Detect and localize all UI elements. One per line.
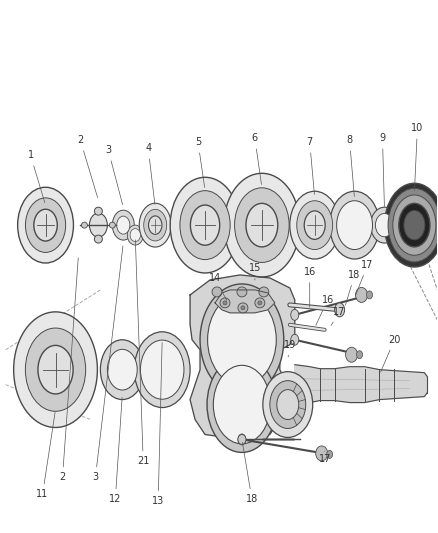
Circle shape: [95, 235, 102, 243]
Ellipse shape: [207, 357, 277, 453]
Text: 16: 16: [304, 267, 316, 307]
Ellipse shape: [200, 284, 284, 395]
Ellipse shape: [25, 328, 86, 411]
Text: 2: 2: [60, 258, 78, 482]
Ellipse shape: [371, 207, 399, 243]
Ellipse shape: [107, 349, 137, 390]
Text: 4: 4: [145, 143, 155, 205]
Ellipse shape: [388, 188, 438, 262]
Text: 16: 16: [316, 295, 334, 325]
Ellipse shape: [130, 229, 141, 241]
Ellipse shape: [270, 381, 306, 429]
Ellipse shape: [367, 291, 372, 299]
Ellipse shape: [148, 216, 162, 235]
Circle shape: [81, 222, 88, 228]
Ellipse shape: [14, 312, 97, 427]
Polygon shape: [190, 275, 295, 439]
Ellipse shape: [327, 450, 332, 458]
Ellipse shape: [224, 173, 300, 277]
Ellipse shape: [316, 446, 328, 461]
Ellipse shape: [100, 340, 144, 400]
Ellipse shape: [277, 390, 299, 419]
Text: 17: 17: [331, 307, 346, 326]
Circle shape: [95, 207, 102, 215]
Ellipse shape: [346, 347, 357, 362]
Text: 6: 6: [252, 133, 261, 184]
Ellipse shape: [89, 213, 107, 237]
Ellipse shape: [18, 187, 74, 263]
Ellipse shape: [335, 303, 345, 317]
Ellipse shape: [139, 203, 171, 247]
Text: 17: 17: [318, 451, 331, 464]
Text: 14: 14: [209, 273, 227, 301]
Ellipse shape: [34, 209, 57, 241]
Circle shape: [223, 301, 227, 305]
Ellipse shape: [337, 201, 372, 249]
Text: 20: 20: [381, 335, 401, 372]
Circle shape: [258, 301, 262, 305]
Ellipse shape: [180, 191, 230, 260]
Text: 17: 17: [356, 260, 374, 295]
Ellipse shape: [141, 340, 184, 399]
Ellipse shape: [263, 372, 313, 438]
Ellipse shape: [330, 191, 379, 259]
Polygon shape: [295, 365, 427, 405]
Ellipse shape: [291, 309, 299, 320]
Ellipse shape: [134, 332, 190, 408]
Ellipse shape: [117, 216, 130, 234]
Circle shape: [238, 303, 248, 313]
Ellipse shape: [213, 365, 271, 444]
Text: 1: 1: [28, 150, 45, 203]
Text: 13: 13: [152, 343, 164, 506]
Ellipse shape: [404, 211, 425, 240]
Ellipse shape: [38, 345, 73, 394]
Ellipse shape: [357, 351, 363, 359]
Text: 18: 18: [242, 442, 258, 504]
Circle shape: [259, 287, 269, 297]
Ellipse shape: [112, 210, 134, 240]
Text: 12: 12: [109, 398, 122, 504]
Ellipse shape: [208, 294, 276, 385]
Circle shape: [237, 287, 247, 297]
Text: 3: 3: [92, 246, 123, 482]
Text: 11: 11: [36, 413, 55, 499]
Text: 18: 18: [346, 270, 361, 305]
Ellipse shape: [375, 214, 394, 237]
Ellipse shape: [246, 204, 278, 247]
Polygon shape: [215, 290, 275, 313]
Circle shape: [212, 287, 222, 297]
Ellipse shape: [191, 205, 220, 245]
Ellipse shape: [385, 183, 438, 267]
Ellipse shape: [235, 188, 289, 262]
Text: 7: 7: [307, 138, 314, 195]
Text: 3: 3: [105, 146, 123, 205]
Circle shape: [110, 222, 115, 228]
Ellipse shape: [238, 434, 246, 445]
Ellipse shape: [291, 334, 299, 345]
Ellipse shape: [127, 225, 143, 245]
Ellipse shape: [356, 287, 367, 302]
Ellipse shape: [399, 204, 430, 247]
Ellipse shape: [25, 198, 66, 253]
Ellipse shape: [170, 177, 240, 273]
Circle shape: [255, 298, 265, 308]
Ellipse shape: [144, 209, 167, 241]
Ellipse shape: [304, 211, 325, 239]
Text: 9: 9: [379, 133, 385, 206]
Ellipse shape: [393, 195, 436, 255]
Text: 15: 15: [249, 263, 261, 280]
Circle shape: [220, 298, 230, 308]
Text: 2: 2: [78, 135, 98, 198]
Ellipse shape: [297, 201, 332, 249]
Text: 21: 21: [135, 240, 149, 466]
Ellipse shape: [290, 191, 339, 259]
Text: 19: 19: [284, 340, 296, 357]
Text: 8: 8: [346, 135, 354, 197]
Text: 10: 10: [411, 124, 424, 190]
Ellipse shape: [238, 434, 246, 445]
Circle shape: [241, 306, 245, 310]
Text: 5: 5: [195, 138, 205, 188]
